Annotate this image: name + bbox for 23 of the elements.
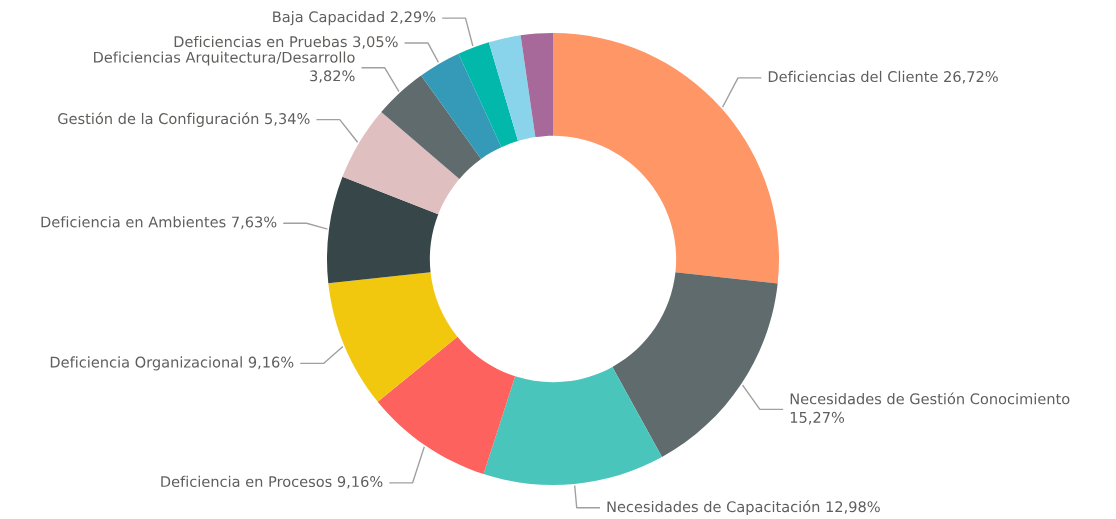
slice-label: Deficiencias Arquitectura/Desarrollo	[94, 51, 355, 66]
donut-slice	[488, 35, 536, 141]
slice-label: Deficiencias en Pruebas 3,05%	[174, 35, 398, 49]
donut-slice	[328, 272, 458, 402]
donut-slice	[421, 53, 502, 159]
donut-slice	[612, 272, 778, 457]
donut-slice	[483, 366, 662, 485]
donut-slice	[520, 33, 553, 138]
data-label: 15,27%	[790, 411, 845, 425]
slice-label: Deficiencia en Procesos 9,16%	[161, 475, 383, 489]
slice-label: Gestión de la Configuración 5,34%	[58, 112, 310, 127]
slice-label: Baja Capacidad 2,29%	[273, 11, 436, 26]
data-label: 3,82%	[310, 70, 355, 83]
donut-slice	[458, 42, 519, 148]
slice-label: Necesidades de Capacitación 12,98%	[607, 500, 880, 516]
donut-slice	[327, 176, 439, 284]
slice-label: Deficiencias del Cliente 26,72%	[768, 70, 998, 84]
donut-slice	[377, 336, 516, 475]
slice-label: Deficiencia Organizacional 9,16%	[50, 356, 294, 371]
slice-label: Necesidades de Gestión Conocimiento	[790, 392, 1070, 405]
donut-slice	[342, 112, 460, 215]
slice-label: Deficiencia en Ambientes 7,63%	[41, 216, 277, 229]
donut-slice	[381, 75, 482, 179]
